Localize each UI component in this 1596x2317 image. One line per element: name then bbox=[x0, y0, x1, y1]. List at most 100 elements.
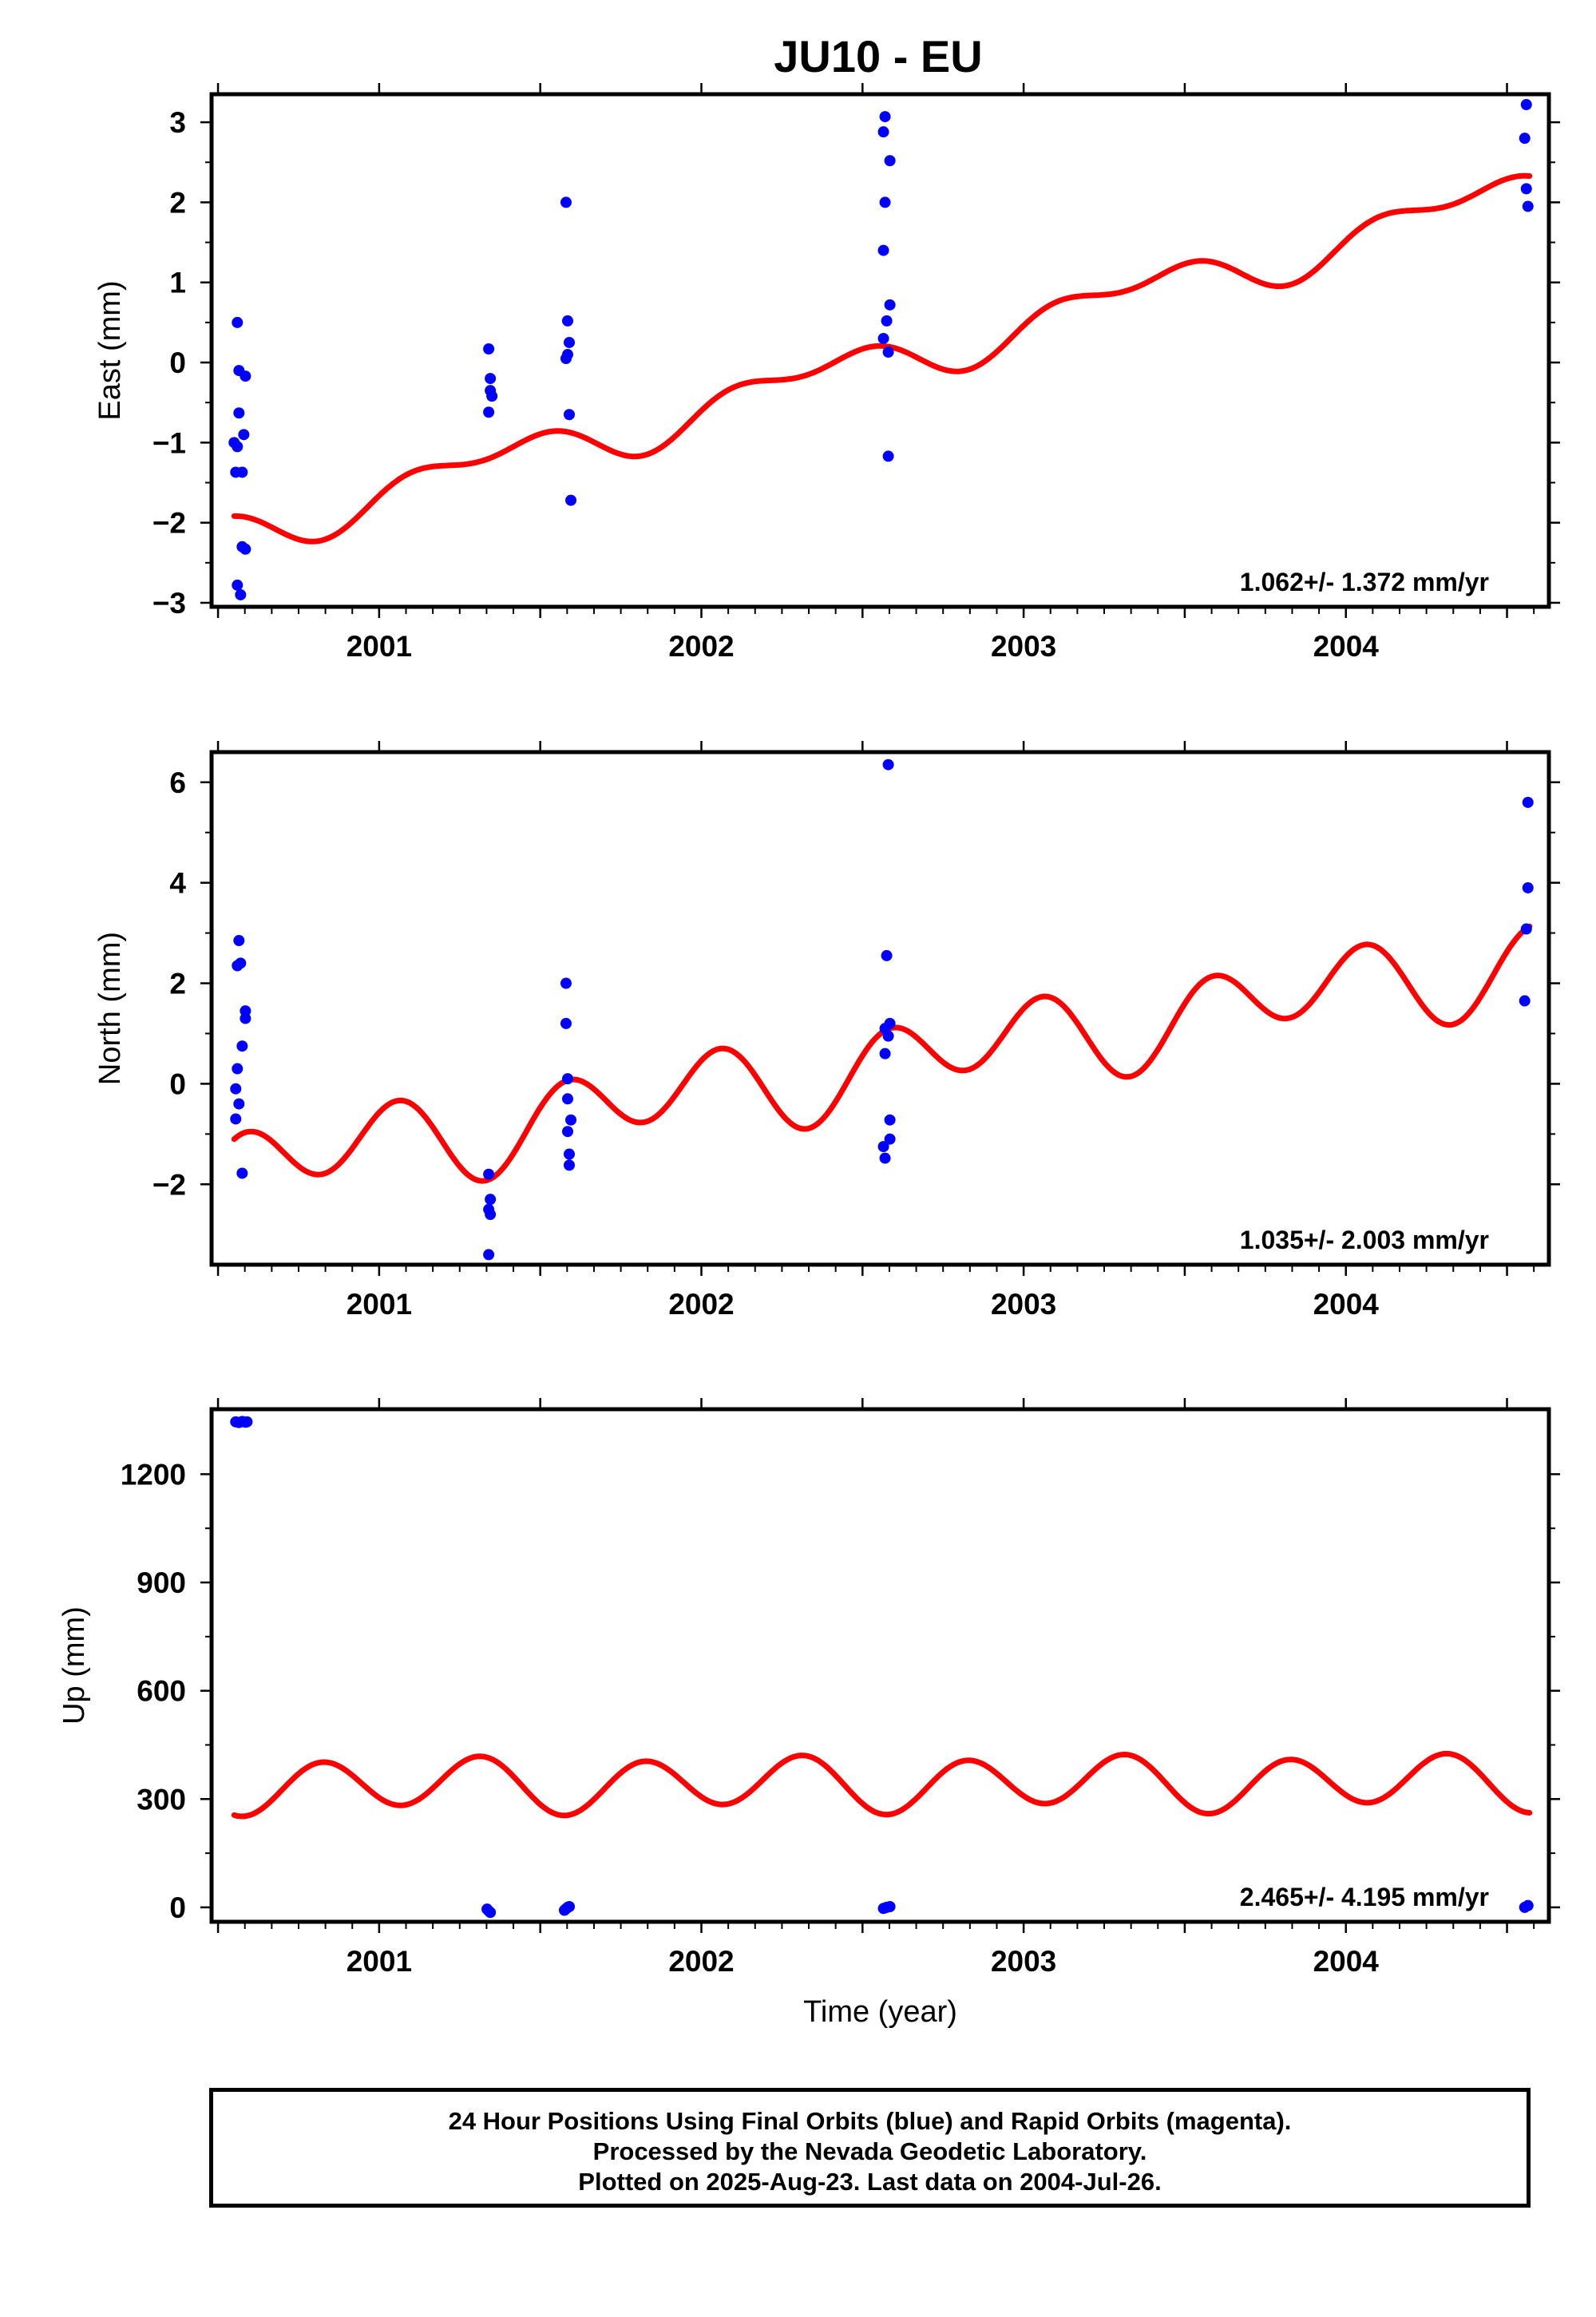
plot-frame bbox=[209, 92, 1551, 609]
data-point bbox=[561, 1093, 573, 1105]
y-tick-label: −1 bbox=[152, 426, 186, 459]
data-point bbox=[1520, 183, 1532, 195]
data-point bbox=[884, 1114, 896, 1126]
x-tick-label: 2004 bbox=[1313, 630, 1380, 663]
x-tick-label: 2004 bbox=[1313, 1288, 1380, 1321]
x-tick-label: 2001 bbox=[347, 1945, 412, 1978]
data-point bbox=[486, 390, 498, 402]
data-point bbox=[236, 1040, 248, 1052]
data-point bbox=[884, 299, 896, 311]
panel-1: 2001 2002 2003 2004 −3 −2 −1 0 1 2 3 East (mm) 1.062… bbox=[93, 83, 1560, 663]
data-point bbox=[485, 1907, 497, 1919]
data-point bbox=[240, 1012, 251, 1024]
data-point bbox=[560, 353, 572, 365]
data-point bbox=[879, 1048, 891, 1059]
data-point bbox=[884, 1901, 896, 1913]
x-tick-label: 2002 bbox=[668, 1288, 734, 1321]
y-tick-label: 4 bbox=[169, 867, 186, 900]
x-tick-label: 2002 bbox=[668, 1945, 734, 1978]
data-point bbox=[485, 1209, 497, 1221]
caption-box: 24 Hour Positions Using Final Orbits (bl… bbox=[209, 2088, 1531, 2208]
y-axis-label: East (mm) bbox=[93, 280, 127, 420]
data-point bbox=[879, 111, 891, 123]
data-point bbox=[1519, 133, 1531, 145]
data-point bbox=[564, 1148, 576, 1160]
data-point bbox=[485, 1194, 497, 1206]
data-point bbox=[233, 407, 245, 419]
data-point bbox=[1520, 99, 1532, 111]
data-point bbox=[240, 370, 251, 382]
data-point bbox=[1522, 796, 1534, 808]
plot-title: JU10 - EU bbox=[774, 31, 983, 81]
y-tick-label: 6 bbox=[169, 766, 186, 799]
data-point bbox=[882, 450, 894, 462]
data-point bbox=[884, 1133, 896, 1145]
x-tick-label: 2003 bbox=[991, 1945, 1056, 1978]
data-point bbox=[564, 336, 576, 348]
data-point bbox=[232, 960, 244, 972]
data-point bbox=[235, 588, 247, 600]
data-point bbox=[1519, 995, 1531, 1007]
y-tick-label: 0 bbox=[169, 347, 186, 379]
data-point bbox=[882, 1030, 894, 1042]
data-point bbox=[238, 429, 250, 441]
data-point bbox=[240, 543, 251, 555]
y-tick-label: 1 bbox=[169, 267, 186, 299]
data-point bbox=[560, 977, 572, 989]
y-axis-label: North (mm) bbox=[93, 932, 127, 1085]
x-tick-label: 2001 bbox=[347, 1288, 412, 1321]
data-point bbox=[560, 1017, 572, 1029]
data-point bbox=[565, 494, 577, 506]
data-point bbox=[483, 406, 495, 418]
y-tick-label: 900 bbox=[137, 1566, 186, 1599]
data-point bbox=[232, 579, 244, 591]
y-tick-label: 0 bbox=[169, 1891, 186, 1924]
data-point bbox=[483, 343, 495, 354]
model-fit-curve bbox=[231, 172, 1533, 545]
data-point bbox=[565, 1114, 577, 1126]
x-tick-label: 2002 bbox=[668, 630, 734, 663]
data-point bbox=[232, 316, 244, 328]
data-point bbox=[1522, 1899, 1534, 1911]
data-point bbox=[882, 347, 894, 358]
data-point bbox=[232, 441, 244, 453]
data-point bbox=[230, 1083, 242, 1095]
data-point bbox=[879, 1152, 891, 1164]
x-tick-label: 2004 bbox=[1313, 1945, 1380, 1978]
data-point bbox=[485, 373, 497, 385]
data-point bbox=[564, 1901, 576, 1913]
caption-line-2: Processed by the Nevada Geodetic Laborat… bbox=[592, 2137, 1147, 2165]
data-point bbox=[233, 1098, 245, 1110]
model-fit-curve bbox=[231, 1750, 1533, 1820]
data-point bbox=[233, 935, 245, 947]
data-point bbox=[877, 244, 889, 256]
data-point bbox=[483, 1168, 495, 1180]
data-point bbox=[882, 758, 894, 770]
data-point bbox=[564, 409, 576, 421]
data-point bbox=[560, 196, 572, 208]
data-point bbox=[561, 1073, 573, 1085]
data-point bbox=[1522, 881, 1534, 893]
rate-label: 2.465+/- 4.195 mm/yr bbox=[1240, 1883, 1489, 1911]
panel-2: 2001 2002 2003 2004 −2 0 2 4 6 North (mm) 1.035+/-… bbox=[93, 741, 1560, 1321]
data-point bbox=[241, 1416, 253, 1428]
y-tick-label: 1200 bbox=[121, 1458, 186, 1491]
data-point bbox=[1520, 923, 1532, 935]
y-tick-label: 0 bbox=[169, 1067, 186, 1100]
x-axis-label: Time (year) bbox=[803, 1995, 957, 2029]
y-tick-label: 3 bbox=[169, 106, 186, 139]
data-point bbox=[561, 315, 573, 327]
x-tick-label: 2003 bbox=[991, 630, 1056, 663]
data-point bbox=[884, 155, 896, 167]
rate-label: 1.035+/- 2.003 mm/yr bbox=[1240, 1226, 1489, 1254]
data-point bbox=[877, 126, 889, 138]
y-tick-label: 300 bbox=[137, 1783, 186, 1816]
data-point bbox=[236, 466, 248, 478]
data-point bbox=[877, 332, 889, 344]
data-point bbox=[232, 1063, 244, 1075]
data-point bbox=[561, 1126, 573, 1138]
y-tick-label: 600 bbox=[137, 1675, 186, 1708]
y-tick-label: 2 bbox=[169, 186, 186, 219]
rate-label: 1.062+/- 1.372 mm/yr bbox=[1240, 568, 1489, 596]
